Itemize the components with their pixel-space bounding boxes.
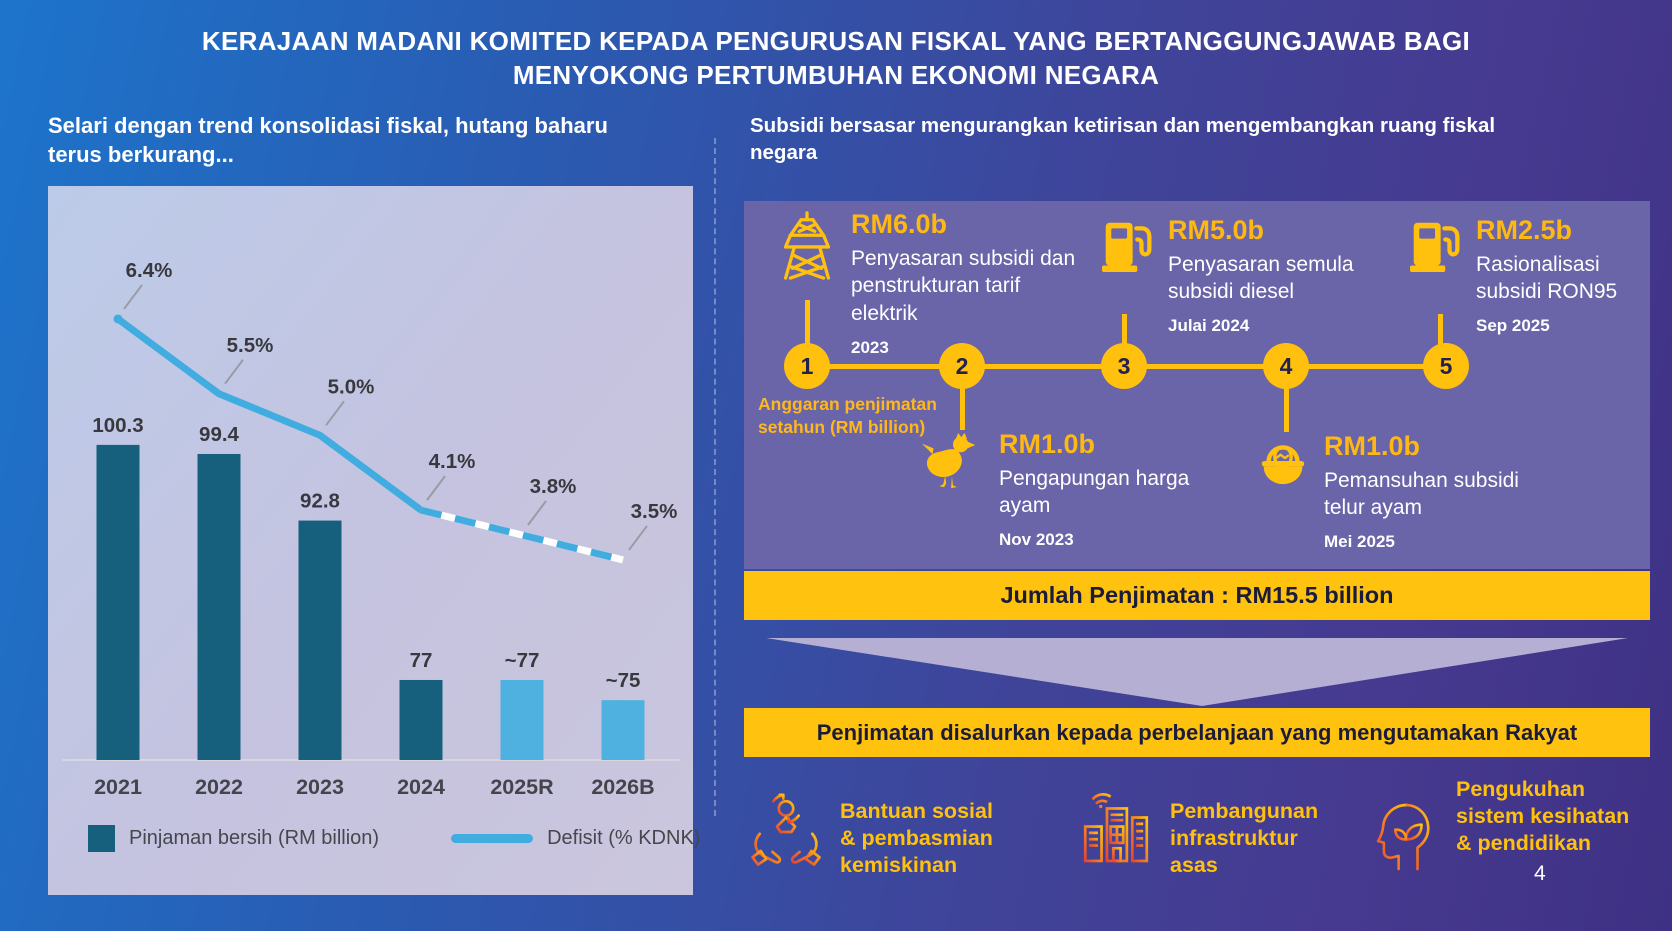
svg-text:77: 77 [410,649,433,672]
section-divider [714,138,716,816]
page-title: KERAJAAN MADANI KOMITED KEPADA PENGURUSA… [0,24,1672,93]
svg-text:3.8%: 3.8% [530,475,577,498]
timeline-circle-5: 5 [1423,343,1469,389]
page-number: 4 [1534,862,1546,885]
legend-line-label: Defisit (% KDNK) [547,826,701,849]
svg-text:2026B: 2026B [591,775,654,799]
timeline-item-3: RM5.0b Penyasaran semula subsidi diesel … [1102,215,1373,336]
legend-bar-swatch [88,824,115,852]
timeline-desc-1: Penyasaran subsidi dan penstrukturan tar… [851,246,1076,326]
beneficiary-label-line: sistem kesihatan [1456,804,1630,828]
fuel-pump-icon [1102,216,1154,281]
svg-text:3.5%: 3.5% [631,500,678,523]
timeline-amount-5: RM2.5b [1476,215,1573,245]
legend-line-swatch [451,833,534,843]
buildings-icon [1078,792,1154,877]
svg-text:2025R: 2025R [490,775,554,799]
head-leaves-icon [1374,776,1440,881]
beneficiary-label-line: infrastruktur [1170,826,1298,850]
beneficiary-label-line: Pengukuhan [1456,777,1586,801]
svg-text:2024: 2024 [397,775,445,799]
page-title-line-1: KERAJAAN MADANI KOMITED KEPADA PENGURUSA… [201,26,1471,56]
left-section-heading: Selari dengan trend konsolidasi fiskal, … [48,113,608,167]
page-title-line-2: MENYOKONG PERTUMBUHAN EKONOMI NEGARA [512,60,1160,91]
timeline-desc-3: Penyasaran semula subsidi diesel [1168,252,1354,304]
beneficiary-label-line: asas [1170,853,1218,877]
savings-axis-note: Anggaran penjimatan setahun (RM billion) [758,394,937,437]
timeline-item-2: RM1.0b Pengapungan harga ayam Nov 2023 [919,429,1209,550]
svg-text:92.8: 92.8 [300,490,340,513]
beneficiary-label-line: & pembasmian [840,826,993,850]
svg-text:2022: 2022 [195,775,243,799]
svg-text:~75: ~75 [606,669,641,692]
timeline-date-4: Mei 2025 [1324,532,1395,552]
subsidy-timeline-panel [744,201,1650,569]
timeline-amount-4: RM1.0b [1324,431,1421,461]
beneficiary-label-line: & pendidikan [1456,831,1591,855]
fiscal-chart-panel: 100.3 99.4 92.8 77 ~77 ~75 2021 2022 2023 2024 202… [48,186,693,895]
svg-text:5.5%: 5.5% [227,334,274,357]
timeline-stub-3 [1122,314,1127,346]
beneficiary-label-line: Bantuan sosial [840,799,993,823]
timeline-desc-5: Rasionalisasi subsidi RON95 [1476,252,1618,304]
timeline-amount-3: RM5.0b [1168,215,1265,245]
timeline-stub-2 [960,388,965,430]
timeline-item-4: RM1.0b Pemansuhan subsidi telur ayam Mei… [1256,431,1529,552]
svg-text:4.1%: 4.1% [429,450,476,473]
timeline-circle-1: 1 [784,343,830,389]
chicken-icon [919,430,985,497]
right-section-heading: Subsidi bersasar mengurangkan ketirisan … [750,114,1496,165]
svg-text:6.4%: 6.4% [126,259,173,282]
beneficiary-label-line: Pembangunan [1170,799,1319,823]
timeline-date-5: Sep 2025 [1476,316,1550,336]
svg-text:100.3: 100.3 [92,414,143,437]
timeline-item-5: RM2.5b Rasionalisasi subsidi RON95 Sep 2… [1410,215,1656,336]
legend-bar-label: Pinjaman bersih (RM billion) [129,826,380,849]
beneficiary-health-education: Pengukuhan sistem kesihatan & pendidikan [1374,776,1629,881]
timeline-amount-1: RM6.0b [851,209,948,239]
timeline-item-1: RM6.0b Penyasaran subsidi dan penstruktu… [777,209,1076,358]
svg-text:99.4: 99.4 [199,423,239,446]
beneficiary-social-aid: Bantuan sosial & pembasmian kemiskinan [748,792,993,879]
beneficiary-label-line: kemiskinan [840,853,958,877]
timeline-date-1: 2023 [851,337,889,357]
fuel-pump-icon [1410,216,1462,281]
total-savings-banner: Jumlah Penjimatan : RM15.5 billion [744,571,1650,620]
timeline-circle-4: 4 [1263,343,1309,389]
egg-basket-icon [1256,432,1310,493]
beneficiary-infrastructure: Pembangunan infrastruktur asas [1078,792,1318,879]
down-arrow [766,638,1628,706]
svg-text:2021: 2021 [94,775,142,799]
svg-text:5.0%: 5.0% [328,375,375,398]
timeline-stub-5 [1438,314,1443,346]
net-borrowing-deficit-chart: 100.3 99.4 92.8 77 ~77 ~75 2021 2022 2023 2024 202… [48,186,693,900]
timeline-circle-2: 2 [939,343,985,389]
timeline-stub-1 [805,300,810,346]
chart-legend: Pinjaman bersih (RM billion) Defisit (% … [88,822,700,854]
timeline-date-2: Nov 2023 [999,530,1074,550]
timeline-stub-4 [1284,388,1289,432]
timeline-circle-3: 3 [1101,343,1147,389]
timeline-date-3: Julai 2024 [1168,316,1250,336]
timeline-desc-4: Pemansuhan subsidi telur ayam [1324,468,1519,520]
timeline-desc-2: Pengapungan harga ayam [999,466,1190,518]
allocation-banner: Penjimatan disalurkan kepada perbelanjaa… [744,708,1650,757]
svg-text:2023: 2023 [296,775,344,799]
electricity-pylon-icon [777,210,837,285]
timeline-amount-2: RM1.0b [999,429,1096,459]
hands-person-icon [748,792,824,877]
svg-text:~77: ~77 [505,649,540,672]
